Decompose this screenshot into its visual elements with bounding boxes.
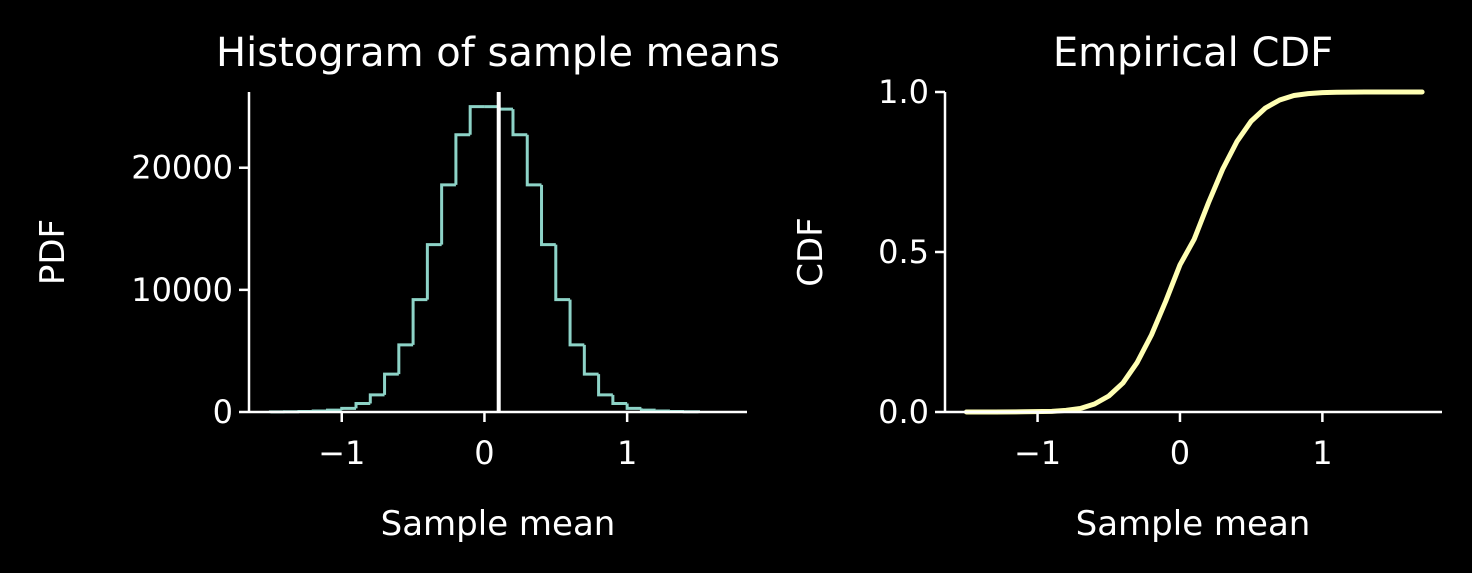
histogram-bar: [425, 243, 442, 300]
histogram-y-tick-label: 0: [213, 393, 233, 431]
cdf-panel: Empirical CDF Sample mean CDF −1 0 1 0.0 0.5…: [791, 30, 1442, 544]
histogram-bar: [368, 393, 385, 404]
histogram-title: Histogram of sample means: [216, 30, 780, 76]
cdf-plot-area: −1 0 1 0.0 0.5 1.0: [878, 73, 1442, 472]
cdf-title: Empirical CDF: [1053, 30, 1333, 76]
histogram-bar: [354, 401, 371, 409]
histogram-y-axis-label: PDF: [33, 219, 73, 285]
histogram-plot-area: −1 0 1 0 10000 20000: [131, 92, 747, 472]
histogram-x-tick-label: 1: [617, 434, 637, 472]
histogram-bar: [340, 406, 357, 411]
histogram-bar: [511, 109, 528, 137]
histogram-bar: [440, 183, 456, 245]
histogram-bar: [468, 105, 485, 135]
histogram-bar: [639, 408, 656, 412]
histogram-x-axis-label: Sample mean: [381, 504, 616, 544]
histogram-y-tick-label: 20000: [131, 149, 233, 187]
cdf-y-tick-label: 0.5: [878, 233, 929, 271]
cdf-series-line: [963, 89, 1425, 415]
histogram-bar: [540, 184, 556, 247]
histogram-bar: [568, 299, 585, 347]
histogram-bar: [411, 298, 428, 345]
cdf-y-tick-label: 1.0: [878, 73, 929, 111]
histogram-bar: [454, 133, 471, 185]
histogram-bar: [383, 372, 399, 395]
cdf-x-tick-label: 1: [1312, 434, 1332, 472]
histogram-bar: [597, 374, 613, 397]
histogram-bar: [611, 394, 628, 405]
histogram-y-tick-label: 10000: [131, 271, 233, 309]
histogram-bar: [525, 134, 542, 187]
cdf-x-tick-label: 0: [1170, 434, 1190, 472]
histogram-bar: [554, 244, 571, 302]
histogram-bar: [325, 408, 342, 412]
histogram-bar: [582, 344, 599, 376]
cdf-y-tick-label: 0.0: [878, 393, 929, 431]
cdf-x-tick-label: −1: [1014, 434, 1061, 472]
histogram-bar: [625, 403, 642, 410]
cdf-x-axis-label: Sample mean: [1076, 504, 1311, 544]
histogram-panel: Histogram of sample means Sample mean PD…: [33, 30, 780, 544]
histogram-bar: [497, 106, 513, 111]
histogram-x-tick-label: 0: [474, 434, 494, 472]
cdf-y-axis-label: CDF: [791, 217, 831, 286]
histogram-x-tick-label: −1: [318, 434, 365, 472]
histogram-bar: [397, 343, 414, 375]
